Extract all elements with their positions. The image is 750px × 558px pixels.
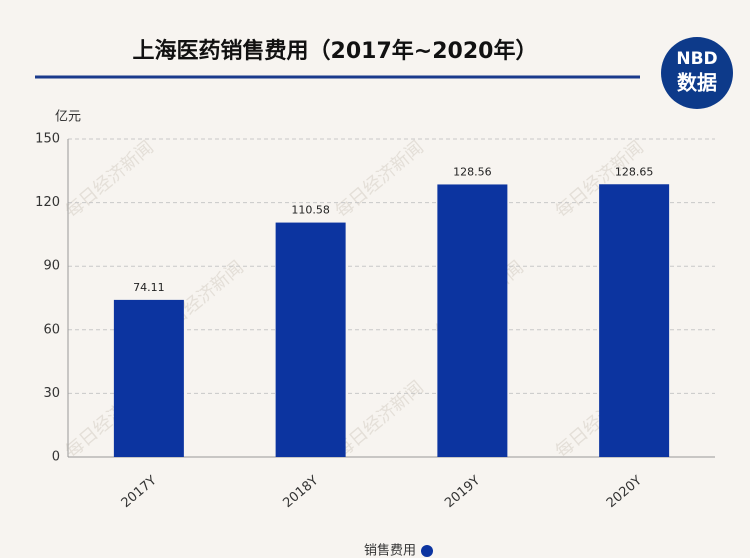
bar [437,184,508,457]
value-label: 128.56 [453,165,492,178]
legend-marker [421,545,433,557]
value-label: 110.58 [291,204,330,217]
y-axis-label: 亿元 [55,110,81,125]
logo-text: 数据 [677,71,717,95]
y-tick-label: 30 [43,386,60,401]
legend-label: 销售费用 [364,543,416,558]
bar [275,222,346,457]
y-tick-label: 0 [52,450,60,465]
y-tick-label: 150 [35,132,60,147]
value-label: 128.65 [615,165,654,178]
y-tick-label: 60 [43,322,60,337]
bar [599,184,670,457]
y-tick-label: 90 [43,259,60,274]
logo-text: NBD [676,49,717,69]
chart-title: 上海医药销售费用（2017年~2020年） [133,38,538,64]
logo [661,37,733,109]
bar [113,299,184,457]
y-tick-label: 120 [35,195,60,210]
value-label: 74.11 [133,281,165,294]
